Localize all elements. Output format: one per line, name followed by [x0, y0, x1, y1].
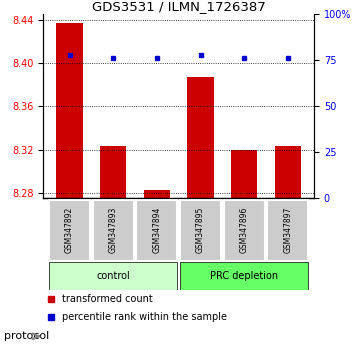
Text: GSM347896: GSM347896	[240, 207, 249, 253]
FancyBboxPatch shape	[180, 200, 221, 261]
Text: GSM347892: GSM347892	[65, 207, 74, 253]
FancyBboxPatch shape	[136, 200, 177, 261]
Title: GDS3531 / ILMN_1726387: GDS3531 / ILMN_1726387	[92, 0, 266, 13]
Bar	[187, 77, 214, 198]
Text: transformed count: transformed count	[62, 294, 153, 304]
Text: control: control	[96, 271, 130, 281]
Text: GSM347893: GSM347893	[109, 207, 118, 253]
Bar	[275, 146, 301, 198]
Bar	[231, 149, 257, 198]
Text: GSM347894: GSM347894	[152, 207, 161, 253]
FancyBboxPatch shape	[93, 200, 134, 261]
FancyBboxPatch shape	[224, 200, 265, 261]
Text: protocol: protocol	[4, 331, 49, 341]
Bar	[100, 146, 126, 198]
Bar	[144, 190, 170, 198]
Text: GSM347897: GSM347897	[283, 207, 292, 253]
FancyBboxPatch shape	[49, 200, 90, 261]
FancyBboxPatch shape	[180, 262, 308, 290]
FancyBboxPatch shape	[49, 262, 177, 290]
Bar	[56, 23, 83, 198]
FancyBboxPatch shape	[268, 200, 308, 261]
Text: percentile rank within the sample: percentile rank within the sample	[62, 312, 227, 322]
Text: GSM347895: GSM347895	[196, 207, 205, 253]
Text: PRC depletion: PRC depletion	[210, 271, 278, 281]
